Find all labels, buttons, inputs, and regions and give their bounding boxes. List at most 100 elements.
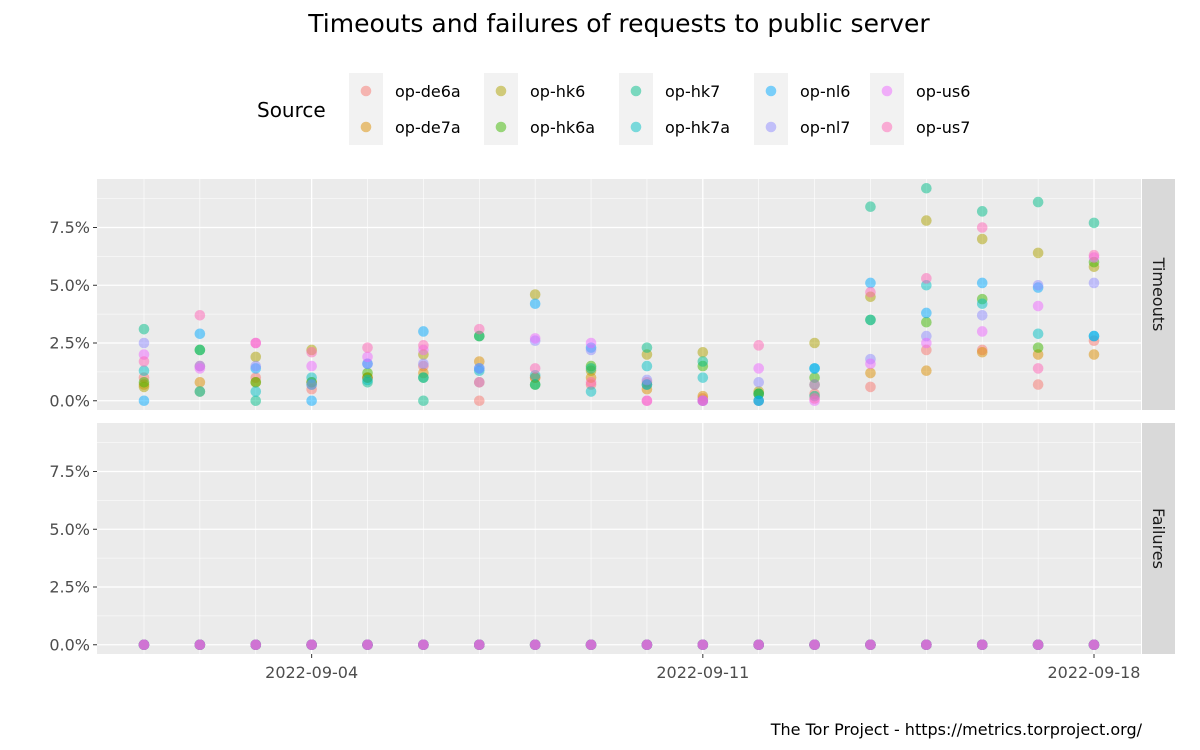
data-point	[976, 277, 988, 289]
data-point	[585, 639, 597, 651]
data-point	[418, 358, 429, 370]
legend-label: op-nl7	[800, 118, 850, 137]
legend-label: op-us7	[916, 118, 970, 137]
data-point	[697, 346, 709, 358]
y-tick-label: 5.0%	[49, 520, 90, 539]
data-point	[585, 376, 597, 388]
data-point	[865, 286, 876, 298]
data-point	[529, 333, 541, 344]
data-point	[250, 395, 262, 407]
data-point	[138, 376, 150, 388]
data-point	[641, 360, 653, 372]
data-point	[362, 374, 373, 386]
data-point	[809, 379, 820, 390]
data-point	[306, 639, 317, 651]
legend-item-op-nl7: op-nl7	[754, 109, 850, 145]
legend-item-op-de6a: op-de6a	[349, 73, 461, 109]
data-point	[1088, 349, 1100, 360]
data-point	[976, 222, 988, 233]
data-point	[418, 639, 429, 651]
data-point	[976, 206, 988, 217]
data-point	[529, 363, 541, 374]
chart-caption: The Tor Project - https://metrics.torpro…	[770, 720, 1143, 739]
legend-item-op-us6: op-us6	[870, 73, 970, 109]
data-point	[865, 639, 876, 651]
data-point	[641, 342, 653, 353]
data-point	[753, 395, 765, 407]
data-point	[250, 639, 262, 651]
panel-timeouts: 0.0% 2.5% 5.0% 7.5% Timeouts	[49, 179, 1175, 410]
data-point	[1032, 279, 1044, 291]
data-point	[1088, 249, 1100, 261]
legend-label: op-hk7a	[665, 118, 730, 137]
legend-swatch	[630, 85, 642, 97]
legend-item-op-hk6: op-hk6	[484, 73, 585, 109]
data-point	[473, 395, 485, 407]
facet-strip	[1142, 423, 1175, 654]
data-point	[250, 376, 262, 388]
data-point	[194, 386, 206, 397]
facet-strip	[1142, 179, 1175, 410]
data-point	[921, 182, 932, 194]
x-tick-label: 2022-09-18	[1048, 663, 1141, 682]
data-point	[473, 639, 485, 651]
data-point	[1088, 277, 1100, 289]
data-point	[865, 358, 876, 370]
series-op-us7	[138, 222, 1100, 407]
data-point	[865, 367, 876, 379]
data-point	[1032, 196, 1044, 208]
data-point	[865, 381, 876, 393]
legend-item-op-hk7: op-hk7	[619, 73, 720, 109]
data-point	[306, 346, 317, 358]
data-point	[1088, 330, 1100, 342]
legend-swatch	[881, 121, 893, 133]
data-point	[585, 363, 597, 374]
data-point	[1032, 342, 1044, 353]
data-point	[1032, 300, 1044, 312]
data-point	[976, 639, 988, 651]
legend-label: op-hk7	[665, 82, 720, 101]
data-point	[194, 328, 206, 340]
legend-label: op-hk6	[530, 82, 585, 101]
data-point	[697, 395, 709, 407]
data-point	[250, 360, 262, 372]
legend-swatch	[765, 85, 777, 97]
legend-label: op-hk6a	[530, 118, 595, 137]
legend-title: Source	[257, 98, 326, 122]
legend-swatch	[360, 85, 372, 97]
data-point	[976, 346, 988, 358]
data-point	[865, 314, 876, 326]
legend-swatch	[881, 85, 893, 97]
facet-label-timeouts: Timeouts	[1149, 257, 1168, 332]
data-point	[641, 374, 653, 386]
data-point	[697, 356, 709, 367]
panel-background	[97, 423, 1141, 654]
data-point	[976, 298, 988, 310]
data-point	[194, 309, 206, 321]
y-tick-label: 7.5%	[49, 218, 90, 237]
data-point	[250, 351, 262, 363]
data-point	[306, 395, 317, 407]
data-point	[809, 363, 820, 374]
data-point	[138, 323, 150, 335]
data-point	[585, 386, 597, 397]
data-point	[921, 307, 932, 319]
data-point	[865, 201, 876, 213]
legend-swatch	[360, 121, 372, 133]
legend: op-de6a op-de7a op-hk6 op-hk6a op-hk7 op-hk7a…	[349, 73, 970, 145]
data-point	[865, 277, 876, 289]
legend-item-op-us7: op-us7	[870, 109, 970, 145]
y-tick-label: 0.0%	[49, 391, 90, 410]
data-point	[921, 215, 932, 226]
series-op-hk7	[138, 182, 1100, 407]
facet-panels: 0.0% 2.5% 5.0% 7.5% Timeouts 0.0% 2.5% 5.0% 7.5%…	[49, 179, 1175, 654]
data-point	[809, 393, 820, 404]
data-point	[418, 395, 429, 407]
data-point	[585, 337, 597, 349]
panel-failures: 0.0% 2.5% 5.0% 7.5% Failures	[49, 423, 1175, 654]
y-tick-label: 5.0%	[49, 276, 90, 295]
data-point	[641, 395, 653, 407]
x-tick-label: 2022-09-04	[265, 663, 358, 682]
data-point	[138, 365, 150, 377]
data-point	[1032, 639, 1044, 651]
